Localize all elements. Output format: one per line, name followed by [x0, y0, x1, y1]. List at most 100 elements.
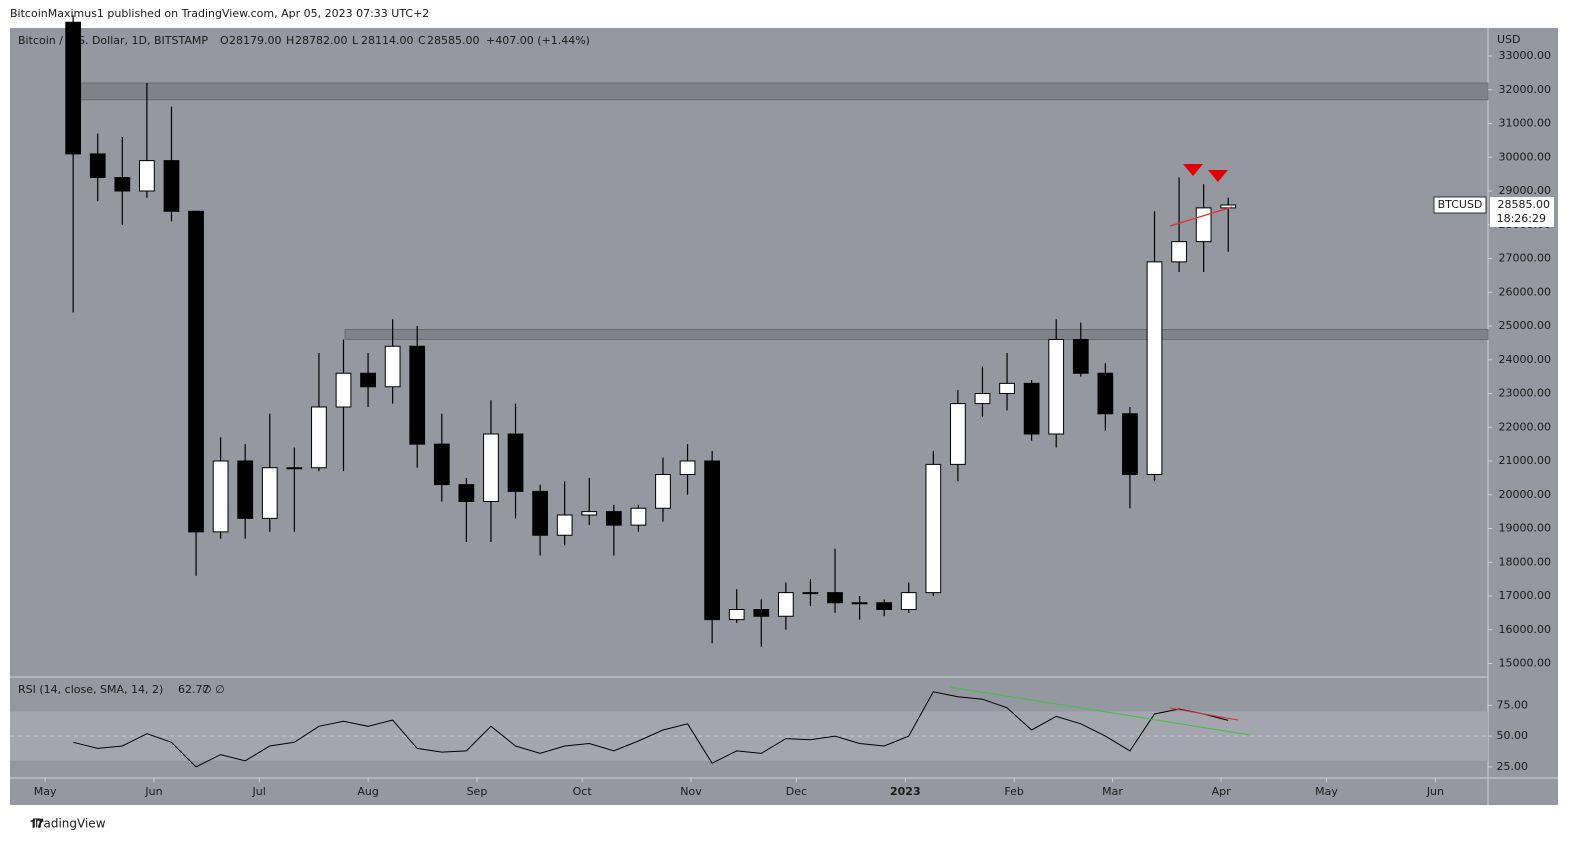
y-tick-label: 27000.00 [1499, 252, 1552, 265]
y-tick-label: 18000.00 [1499, 555, 1552, 568]
y-tick-label: 50.00 [1497, 729, 1529, 742]
y-tick-label: 21000.00 [1499, 454, 1552, 467]
candle-body [704, 460, 721, 621]
candle-body [163, 160, 180, 212]
candle-body [188, 210, 204, 533]
y-tick-label: 16000.00 [1499, 623, 1552, 636]
x-tick-label: Aug [357, 785, 378, 798]
rsi-extra: ∅ ∅ [202, 683, 225, 696]
rsi-trend [949, 686, 1251, 736]
y-tick-label: 20000.00 [1499, 488, 1552, 501]
x-tick-label: Jun [1426, 785, 1444, 798]
y-tick-label: 32000.00 [1499, 83, 1552, 96]
y-tick-label: 15000.00 [1499, 657, 1552, 670]
x-tick-label: Apr [1212, 785, 1232, 798]
candle-body [1220, 204, 1237, 209]
candle-body [286, 467, 303, 470]
candle-body [900, 592, 917, 610]
y-tick-label: 26000.00 [1499, 285, 1552, 298]
resistance-zone [344, 329, 1489, 340]
legend-value: 28179.00 [229, 34, 282, 47]
candle-body [532, 490, 548, 536]
y-tick-label: 25.00 [1497, 760, 1529, 773]
y-tick-label: 23000.00 [1499, 387, 1552, 400]
y-tick-label: 22000.00 [1499, 420, 1552, 433]
resistance-zone [69, 82, 1489, 101]
x-tick-label: Dec [786, 785, 807, 798]
y-tick-label: 19000.00 [1499, 522, 1552, 535]
x-tick-label: May [1315, 785, 1338, 798]
candle-body [777, 592, 794, 617]
legend-key: L [352, 34, 359, 47]
x-tick-label: 2023 [890, 785, 921, 798]
candle-body [65, 21, 82, 155]
legend-key: C [418, 34, 426, 47]
candle-body [728, 609, 745, 621]
ticker-label: BTCUSD [1438, 198, 1483, 211]
candle-body [261, 467, 278, 519]
candle-body [999, 382, 1015, 394]
candle-body [1171, 241, 1187, 263]
rsi-trend [1169, 707, 1239, 721]
top-marker [1183, 164, 1203, 176]
y-tick-label: 29000.00 [1499, 184, 1552, 197]
price-tag: 28585.00 [1498, 198, 1551, 211]
candle-body [384, 345, 401, 388]
candle-body [507, 433, 524, 492]
y-tick-label: 75.00 [1497, 698, 1529, 711]
candle-body [311, 406, 327, 469]
legend-value: 28585.00 [427, 34, 480, 47]
x-tick-label: Oct [573, 785, 593, 798]
rsi-line [73, 691, 1229, 768]
candle-body [139, 160, 155, 192]
trend-line [1169, 206, 1233, 227]
y-tick-label: 24000.00 [1499, 353, 1552, 366]
rsi-value: 62.77 [178, 683, 210, 696]
candle-body [556, 514, 573, 536]
y-tick-label: 30000.00 [1499, 150, 1552, 163]
ticker-box [1433, 196, 1487, 214]
rsi-title: RSI (14, close, SMA, 14, 2) [18, 683, 163, 696]
y-tick-label: 25000.00 [1499, 319, 1552, 332]
candle-body [950, 403, 966, 465]
candle-body [851, 602, 868, 605]
logo-mark: 𝟏𝟕 [30, 817, 44, 831]
y-tick-label: 33000.00 [1499, 49, 1552, 62]
candle-body [89, 153, 106, 178]
candle-body [433, 443, 450, 486]
candle-body [483, 433, 499, 502]
x-tick-label: May [34, 785, 57, 798]
x-tick-label: Mar [1102, 785, 1123, 798]
candle-body [925, 463, 942, 594]
candle-body [335, 372, 352, 408]
legend-change: +407.00 (+1.44%) [486, 34, 590, 47]
currency: USD [1497, 33, 1521, 46]
candle-body [605, 511, 622, 526]
candle-body [876, 602, 893, 610]
candle-body [581, 511, 598, 516]
legend-key: O [220, 34, 229, 47]
candle-body [114, 177, 131, 192]
candle-body [1048, 339, 1065, 435]
chart-background [10, 28, 1558, 805]
y-tick-label: 31000.00 [1499, 117, 1552, 130]
top-marker [1208, 170, 1228, 182]
x-tick-label: Nov [680, 785, 702, 798]
y-tick-label: 17000.00 [1499, 589, 1552, 602]
legend-value: 28114.00 [361, 34, 414, 47]
x-tick-label: Sep [467, 785, 488, 798]
candle-body [1195, 207, 1212, 243]
x-tick-label: Jun [144, 785, 162, 798]
footer-logo: TradingView [32, 817, 106, 831]
countdown: 18:26:29 [1497, 212, 1546, 225]
candle-body [237, 460, 254, 519]
candle-body [1146, 261, 1163, 475]
candle-body [1023, 382, 1040, 435]
candle-body [753, 609, 770, 617]
symbol: Bitcoin / U.S. Dollar, 1D, BITSTAMP [18, 34, 208, 47]
candle-body [630, 507, 647, 526]
candle-body [360, 372, 376, 388]
legend-key: H [286, 34, 294, 47]
